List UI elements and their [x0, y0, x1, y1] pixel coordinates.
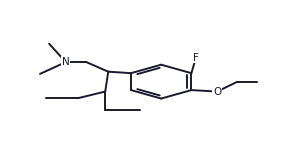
Text: N: N [62, 57, 70, 67]
Text: F: F [193, 53, 199, 63]
Text: O: O [213, 87, 221, 97]
